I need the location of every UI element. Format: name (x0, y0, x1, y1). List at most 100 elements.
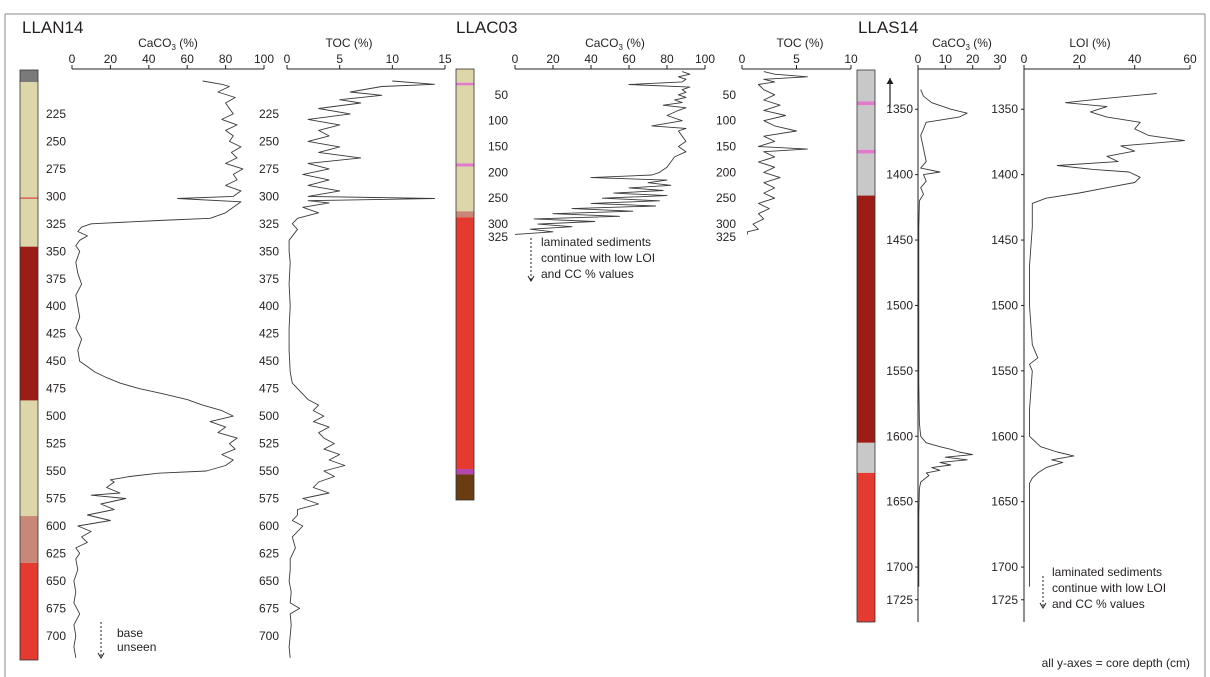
panel-title-subscript: 3 (171, 43, 176, 52)
x-tick-label: 40 (142, 52, 156, 66)
x-tick-label: 60 (181, 52, 195, 66)
series-line (73, 80, 244, 658)
depth-tick-label: 1550 (991, 364, 1018, 378)
depth-tick-label: 625 (259, 546, 279, 560)
series-line (747, 71, 808, 235)
depth-tick-label: 1700 (886, 560, 913, 574)
lithology-unit (456, 166, 474, 212)
core-name: LLAN14 (22, 18, 83, 37)
series-line (918, 89, 974, 587)
depth-tick-label: 400 (259, 299, 279, 313)
lithology-column (19, 69, 39, 661)
lithology-unit (857, 442, 875, 473)
lithology-unit (20, 562, 38, 660)
lithology-unit (456, 163, 474, 167)
lithology-unit (857, 149, 875, 154)
lithology-unit (20, 400, 38, 517)
x-tick-label: 20 (966, 52, 980, 66)
depth-tick-label: 325 (716, 230, 736, 244)
core-note-line: and CC % values (1052, 597, 1145, 611)
lithology-unit (20, 81, 38, 198)
x-tick-label: 5 (336, 52, 343, 66)
depth-tick-label: 450 (259, 354, 279, 368)
x-tick-label: 20 (546, 52, 560, 66)
depth-tick-label: 650 (46, 574, 66, 588)
figure-frame (4, 13, 1206, 677)
depth-tick-label: 1700 (991, 560, 1018, 574)
depth-tick-label: 1600 (886, 429, 913, 443)
depth-tick-label: 1600 (991, 429, 1018, 443)
panel-title: TOC (%) (325, 36, 372, 50)
core-note-line: base (117, 626, 143, 640)
depth-tick-label: 1650 (991, 495, 1018, 509)
lithology-unit (456, 217, 474, 469)
lithology-outline (19, 69, 39, 661)
lithology-unit (857, 105, 875, 150)
lithology-unit (456, 211, 474, 218)
depth-tick-label: 500 (259, 409, 279, 423)
footer-note: all y-axes = core depth (cm) (1042, 656, 1190, 670)
panel-title-tail: (%) (176, 36, 198, 50)
depth-tick-label: 325 (46, 217, 66, 231)
depth-tick-label: 50 (723, 88, 737, 102)
panel-title-subscript: 3 (618, 43, 623, 52)
lithology-unit (857, 472, 875, 622)
depth-tick-label: 675 (259, 601, 279, 615)
depth-tick-label: 475 (46, 382, 66, 396)
lithology-unit (456, 82, 474, 86)
x-tick-label: 15 (438, 52, 452, 66)
depth-tick-label: 450 (46, 354, 66, 368)
continuation-arrow-head (527, 275, 535, 282)
depth-tick-label: 250 (716, 191, 736, 205)
depth-tick-label: 1650 (886, 495, 913, 509)
depth-tick-label: 350 (259, 244, 279, 258)
x-tick-label: 100 (695, 52, 715, 66)
depth-tick-label: 300 (259, 189, 279, 203)
depth-tick-label: 400 (46, 299, 66, 313)
x-tick-label: 0 (512, 52, 519, 66)
panel-title: CaCO3 (%) (932, 36, 992, 52)
panel-title-main: LOI (%) (1069, 36, 1110, 50)
depth-tick-label: 100 (716, 114, 736, 128)
depth-tick-label: 50 (495, 88, 509, 102)
lithology-unit (20, 516, 38, 563)
depth-tick-label: 225 (46, 107, 66, 121)
core-note-line: unseen (117, 640, 156, 654)
depth-tick-label: 475 (259, 382, 279, 396)
panel-title: CaCO3 (%) (138, 36, 198, 52)
depth-tick-label: 650 (259, 574, 279, 588)
depth-tick-label: 1725 (991, 593, 1018, 607)
depth-tick-label: 575 (46, 491, 66, 505)
depth-tick-label: 500 (46, 409, 66, 423)
depth-tick-label: 700 (46, 629, 66, 643)
panel-a: CaCO3 (%) 0 20 40 60 80 100 225 250 275 300 325 350 3… (46, 36, 274, 658)
depth-tick-label: 350 (46, 244, 66, 258)
lithology-column (856, 69, 876, 623)
panel-title-tail: (%) (970, 36, 992, 50)
depth-tick-label: 425 (259, 327, 279, 341)
panel-title-subscript: 3 (965, 43, 970, 52)
x-tick-label: 100 (254, 52, 274, 66)
lithology-unit (857, 70, 875, 102)
x-tick-label: 20 (1073, 52, 1087, 66)
x-tick-label: 5 (793, 52, 800, 66)
x-tick-label: 60 (622, 52, 636, 66)
lithology-unit (456, 468, 474, 475)
core-note-line: laminated sediments (1052, 565, 1162, 579)
depth-tick-label: 600 (259, 519, 279, 533)
continuation-arrow-head (1039, 602, 1047, 609)
core-note-line: and CC % values (541, 267, 634, 281)
x-tick-label: 10 (939, 52, 953, 66)
depth-tick-label: 200 (716, 165, 736, 179)
depth-tick-label: 275 (46, 162, 66, 176)
depth-tick-label: 225 (259, 107, 279, 121)
depth-tick-label: 1725 (886, 593, 913, 607)
depth-tick-label: 250 (488, 191, 508, 205)
lithology-column (455, 68, 475, 501)
series-line (288, 80, 435, 658)
core-name: LLAS14 (858, 18, 919, 37)
depth-tick-label: 300 (488, 217, 508, 231)
series-line (1029, 93, 1185, 587)
lithology-unit (20, 70, 38, 82)
lithology-unit (857, 101, 875, 106)
